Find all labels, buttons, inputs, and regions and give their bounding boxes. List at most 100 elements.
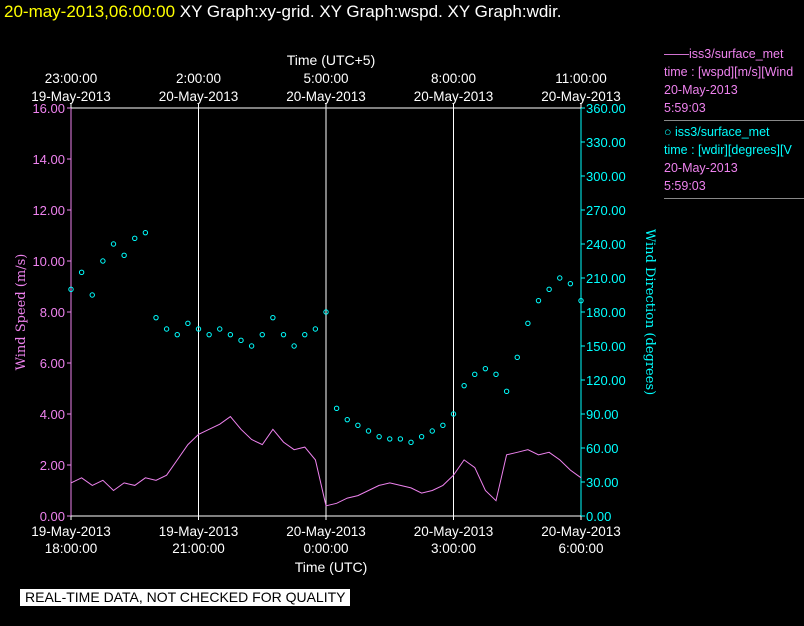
top-tick-time-2: 5:00:00 bbox=[303, 71, 348, 86]
series-wdir-point-6 bbox=[132, 235, 138, 242]
bottom-tick-date-0: 19-May-2013 bbox=[31, 524, 111, 539]
series-wdir-point-43 bbox=[525, 320, 531, 327]
series-wdir-point-37 bbox=[461, 382, 467, 389]
top-tick-date-4: 20-May-2013 bbox=[541, 89, 621, 104]
right-tick-label-2: 60.00 bbox=[586, 441, 619, 456]
top-tick-date-3: 20-May-2013 bbox=[414, 89, 494, 104]
series-wdir-point-26 bbox=[344, 416, 350, 423]
series-wdir-point-1 bbox=[78, 269, 85, 276]
series-wdir-point-36 bbox=[450, 411, 457, 417]
bottom-tick-date-4: 20-May-2013 bbox=[541, 524, 621, 539]
title-timestamp: 20-may-2013,06:00:00 bbox=[4, 2, 176, 21]
legend-entry-wdir: ○ iss3/surface_met time : [wdir][degrees… bbox=[664, 123, 804, 199]
series-wdir-point-11 bbox=[185, 320, 191, 327]
series-wdir-point-45 bbox=[546, 286, 552, 293]
legend-wspd-time: 5:59:03 bbox=[664, 101, 706, 115]
series-wdir-point-20 bbox=[280, 331, 287, 338]
legend-wdir-date: 20-May-2013 bbox=[664, 161, 738, 175]
series-wdir-point-2 bbox=[89, 292, 95, 298]
left-tick-label-6: 12.00 bbox=[32, 203, 65, 218]
right-tick-label-12: 360.00 bbox=[586, 101, 626, 116]
right-tick-label-9: 270.00 bbox=[586, 203, 626, 218]
series-wdir-point-47 bbox=[567, 280, 574, 287]
top-tick-time-1: 2:00:00 bbox=[176, 71, 221, 86]
series-wdir-point-40 bbox=[493, 371, 499, 378]
series-wdir-point-18 bbox=[259, 331, 265, 338]
legend-wdir-variable: time : [wdir][degrees][V bbox=[664, 143, 792, 157]
left-tick-label-2: 4.00 bbox=[40, 407, 65, 422]
legend-wspd-date: 20-May-2013 bbox=[664, 83, 738, 97]
right-tick-label-1: 30.00 bbox=[586, 475, 619, 490]
left-tick-label-8: 16.00 bbox=[32, 101, 65, 116]
bottom-tick-date-3: 20-May-2013 bbox=[414, 524, 494, 539]
series-wdir-point-7 bbox=[142, 229, 149, 236]
bottom-tick-time-3: 3:00:00 bbox=[431, 541, 476, 556]
bottom-tick-time-2: 0:00:00 bbox=[303, 541, 348, 556]
series-wdir-point-9 bbox=[163, 326, 170, 332]
left-tick-label-0: 0.00 bbox=[40, 509, 65, 524]
series-wdir-point-14 bbox=[217, 326, 223, 332]
top-tick-time-0: 23:00:00 bbox=[45, 71, 98, 86]
right-tick-label-6: 180.00 bbox=[586, 305, 626, 320]
top-tick-date-0: 19-May-2013 bbox=[31, 89, 111, 104]
right-tick-label-8: 240.00 bbox=[586, 237, 626, 252]
legend-wdir-time: 5:59:03 bbox=[664, 179, 706, 193]
series-wdir-point-39 bbox=[482, 365, 489, 372]
series-wdir-point-4 bbox=[110, 241, 117, 247]
series-wdir-point-21 bbox=[291, 343, 297, 349]
bottom-tick-time-0: 18:00:00 bbox=[45, 541, 98, 556]
legend-wspd-variable: time : [wspd][m/s][Wind bbox=[664, 65, 794, 79]
title-graphs: XY Graph:xy-grid. XY Graph:wspd. XY Grap… bbox=[179, 2, 562, 21]
series-wdir-point-10 bbox=[174, 331, 180, 338]
series-wdir-point-32 bbox=[408, 439, 414, 446]
series-wdir-point-16 bbox=[238, 337, 244, 344]
series-wdir-point-28 bbox=[365, 428, 372, 434]
bottom-tick-time-1: 21:00:00 bbox=[172, 541, 225, 556]
bottom-tick-time-4: 6:00:00 bbox=[558, 541, 603, 556]
series-wdir-point-22 bbox=[302, 331, 308, 338]
series-wdir-point-23 bbox=[312, 326, 319, 332]
legend-wspd-source: ——iss3/surface_met bbox=[664, 47, 784, 61]
series-wdir-point-19 bbox=[270, 314, 276, 321]
legend: ——iss3/surface_met time : [wspd][m/s][Wi… bbox=[664, 45, 804, 201]
bottom-tick-date-2: 20-May-2013 bbox=[286, 524, 366, 539]
series-wdir-point-27 bbox=[355, 422, 361, 429]
series-wdir-point-38 bbox=[472, 371, 478, 378]
left-tick-label-4: 8.00 bbox=[40, 305, 65, 320]
series-wdir-point-8 bbox=[153, 314, 159, 321]
series-wdir-point-46 bbox=[557, 275, 563, 281]
quality-disclaimer: REAL-TIME DATA, NOT CHECKED FOR QUALITY bbox=[20, 589, 351, 606]
series-wdir-point-42 bbox=[514, 354, 520, 361]
series-wdir-point-24 bbox=[323, 309, 329, 315]
right-tick-label-3: 90.00 bbox=[586, 407, 619, 422]
series-wdir-point-29 bbox=[376, 433, 382, 440]
right-tick-label-5: 150.00 bbox=[586, 339, 626, 354]
left-tick-label-5: 10.00 bbox=[32, 254, 65, 269]
left-axis-label: Wind Speed (m/s) bbox=[14, 254, 29, 371]
series-wdir-point-34 bbox=[429, 428, 435, 434]
right-tick-label-11: 330.00 bbox=[586, 135, 626, 150]
series-wdir-point-31 bbox=[397, 436, 404, 442]
right-axis-label: Wind Direction (degrees) bbox=[642, 229, 657, 395]
bottom-tick-date-1: 19-May-2013 bbox=[159, 524, 239, 539]
series-wdir-point-17 bbox=[248, 343, 255, 349]
right-tick-label-4: 120.00 bbox=[586, 373, 626, 388]
series-wdir-point-30 bbox=[387, 436, 393, 442]
left-tick-label-1: 2.00 bbox=[40, 458, 65, 473]
series-wdir-point-3 bbox=[100, 258, 106, 264]
right-tick-label-10: 300.00 bbox=[586, 169, 626, 184]
legend-entry-wspd: ——iss3/surface_met time : [wspd][m/s][Wi… bbox=[664, 45, 804, 121]
bottom-axis-label: Time (UTC) bbox=[295, 559, 368, 575]
right-tick-label-0: 0.00 bbox=[586, 509, 611, 524]
top-tick-date-1: 20-May-2013 bbox=[159, 89, 239, 104]
left-tick-label-7: 14.00 bbox=[32, 152, 65, 167]
top-tick-time-4: 11:00:00 bbox=[555, 71, 607, 86]
series-wdir-point-48 bbox=[578, 297, 584, 304]
right-tick-label-7: 210.00 bbox=[586, 271, 626, 286]
series-wdir-point-25 bbox=[333, 405, 340, 412]
series-wdir-point-44 bbox=[535, 297, 542, 304]
series-wdir-point-12 bbox=[195, 326, 202, 332]
series-wdir-point-13 bbox=[206, 331, 212, 338]
series-wspd-line bbox=[70, 415, 582, 507]
